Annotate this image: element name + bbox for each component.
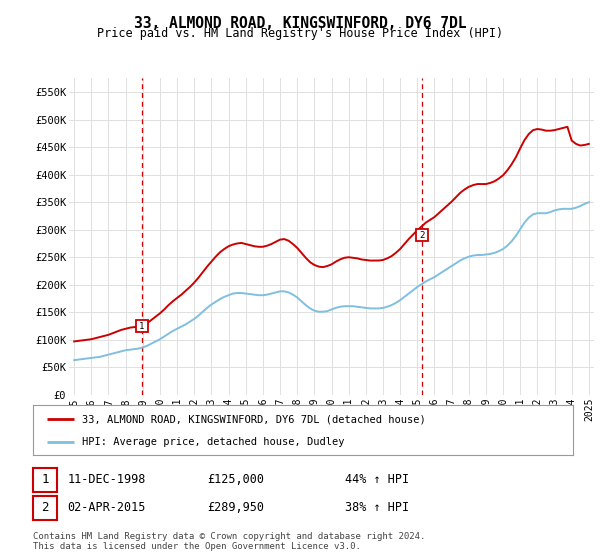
Text: 33, ALMOND ROAD, KINGSWINFORD, DY6 7DL (detached house): 33, ALMOND ROAD, KINGSWINFORD, DY6 7DL (… <box>82 414 425 424</box>
Text: 2: 2 <box>419 231 424 240</box>
Text: HPI: Average price, detached house, Dudley: HPI: Average price, detached house, Dudl… <box>82 437 344 447</box>
Text: 11-DEC-1998: 11-DEC-1998 <box>67 473 146 487</box>
Text: 38% ↑ HPI: 38% ↑ HPI <box>345 501 409 515</box>
Text: 1: 1 <box>41 473 49 487</box>
Text: Contains HM Land Registry data © Crown copyright and database right 2024.
This d: Contains HM Land Registry data © Crown c… <box>33 532 425 552</box>
Text: 44% ↑ HPI: 44% ↑ HPI <box>345 473 409 487</box>
Text: £125,000: £125,000 <box>207 473 264 487</box>
Text: 33, ALMOND ROAD, KINGSWINFORD, DY6 7DL: 33, ALMOND ROAD, KINGSWINFORD, DY6 7DL <box>134 16 466 31</box>
Text: 02-APR-2015: 02-APR-2015 <box>67 501 146 515</box>
Text: 1: 1 <box>139 321 145 330</box>
Text: 2: 2 <box>41 501 49 515</box>
Text: Price paid vs. HM Land Registry's House Price Index (HPI): Price paid vs. HM Land Registry's House … <box>97 27 503 40</box>
Text: £289,950: £289,950 <box>207 501 264 515</box>
